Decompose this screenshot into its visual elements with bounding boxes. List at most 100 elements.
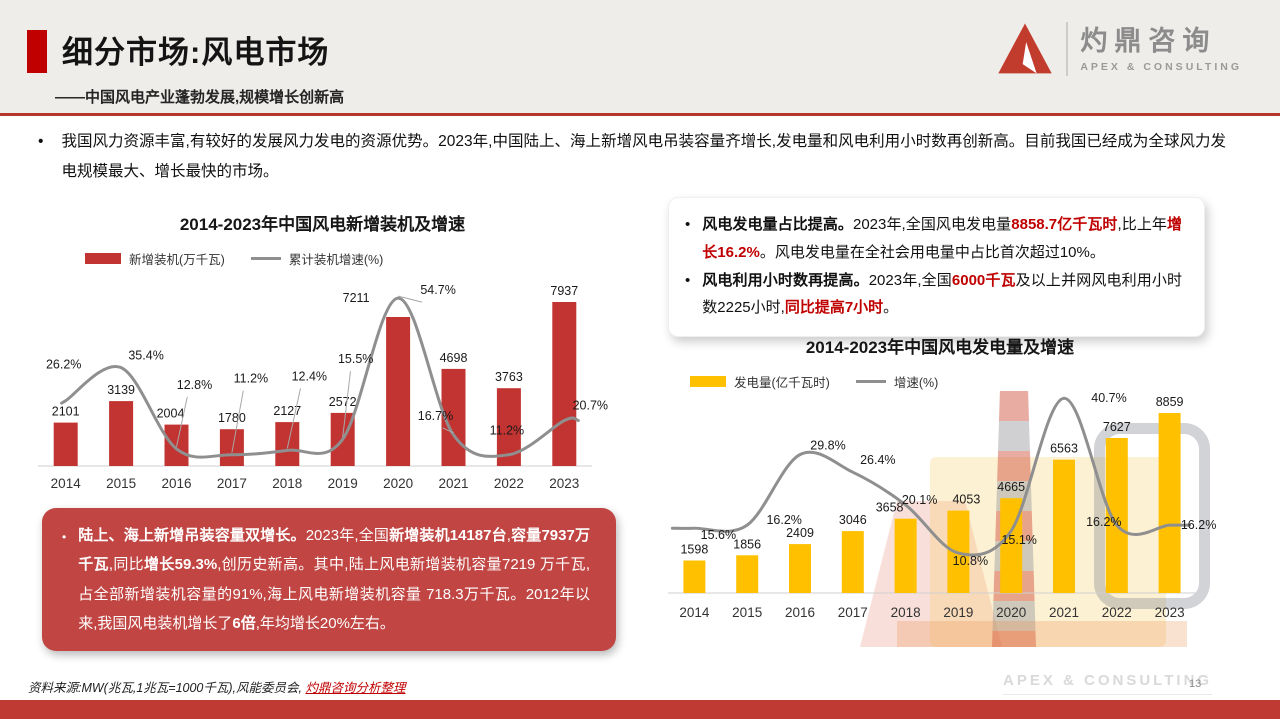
label-leader-line	[442, 427, 454, 434]
chart-title: 2014-2023年中国风电新增装机及增速	[179, 215, 466, 234]
line-value-label: 12.4%	[292, 369, 327, 383]
logo-name-cn: 灼鼎咨询	[1080, 26, 1217, 57]
key-points-card: • 风电发电量占比提高。2023年,全国风电发电量8858.7亿千瓦时,比上年增…	[668, 197, 1205, 337]
chart-legend: 新增装机(万千瓦) 累计装机增速(%)	[85, 249, 615, 268]
bar-value-label: 1780	[218, 411, 246, 425]
x-tick-label: 2016	[785, 605, 815, 620]
source-link[interactable]: 灼鼎咨询分析整理	[305, 681, 406, 695]
bar-value-label: 4698	[440, 351, 468, 365]
growth-line	[60, 296, 580, 459]
line-value-label: 11.2%	[234, 372, 269, 386]
bar-value-label: 2004	[157, 407, 185, 421]
x-tick-label: 2017	[217, 476, 247, 491]
bullet-dot: •	[685, 271, 691, 289]
x-tick-label: 2015	[106, 476, 136, 491]
bar	[894, 518, 917, 593]
line-value-label: 20.7%	[573, 399, 608, 413]
bar	[219, 429, 244, 466]
bar-value-label: 7937	[550, 284, 578, 298]
label-leader-line	[342, 371, 351, 438]
label-leader-line	[397, 295, 423, 303]
line-value-label: 26.4%	[860, 453, 895, 467]
growth-line	[670, 396, 1192, 557]
chart-new-installed-capacity: 2014-2023年中国风电新增装机及增速 新增装机(万千瓦) 累计装机增速(%…	[30, 210, 615, 510]
bullet-dot: •	[38, 133, 44, 150]
bar	[53, 422, 78, 466]
logo-name-en: APEX & CONSULTING	[1080, 60, 1242, 73]
source-note: 资料来源:MW(兆瓦,1兆瓦=1000千瓦),风能委员会, 灼鼎咨询分析整理	[28, 677, 406, 696]
bar-line-chart-svg: 1598 2014 1856 2015 2409 2016 3046 2017 3658 2018…	[668, 391, 1216, 620]
bar-value-label: 4665	[997, 480, 1025, 494]
card-bullet-1: • 风电发电量占比提高。2023年,全国风电发电量8858.7亿千瓦时,比上年增…	[685, 211, 1182, 267]
bar	[1053, 459, 1075, 593]
legend-bar-swatch	[85, 253, 121, 264]
card-bullet-2: • 风电利用小时数再提高。2023年,全国6000千瓦及以上并网风电利用小时数2…	[685, 267, 1182, 323]
bar	[552, 302, 577, 466]
x-tick-label: 2015	[732, 605, 762, 620]
line-value-label: 40.7%	[1091, 391, 1126, 405]
intro-text: 我国风力资源丰富,有较好的发展风力发电的资源优势。2023年,中国陆上、海上新增…	[61, 133, 1226, 181]
line-value-label: 16.2%	[1181, 518, 1216, 532]
bar-value-label: 6563	[1050, 442, 1078, 456]
card-bullet-2-text: 风电利用小时数再提高。2023年,全国6000千瓦及以上并网风电利用小时数222…	[702, 271, 1182, 317]
legend-line-label: 累计装机增速(%)	[288, 253, 384, 267]
bar-value-label: 3763	[495, 370, 523, 384]
x-tick-label: 2019	[943, 605, 973, 620]
x-tick-label: 2018	[272, 476, 302, 491]
bar-value-label: 3658	[876, 501, 904, 515]
x-tick-label: 2021	[1049, 605, 1079, 620]
line-value-label: 54.7%	[420, 283, 455, 297]
legend-bar-label: 发电量(亿千瓦时)	[734, 376, 830, 390]
label-leader-line	[176, 396, 188, 448]
line-value-label: 15.6%	[701, 528, 736, 542]
x-tick-label: 2019	[328, 476, 358, 491]
x-tick-label: 2017	[838, 605, 868, 620]
bar-value-label: 3046	[839, 513, 867, 527]
x-tick-label: 2020	[383, 476, 413, 491]
bar-value-label: 3139	[107, 383, 135, 397]
x-tick-label: 2022	[494, 476, 524, 491]
line-value-label: 15.1%	[1001, 533, 1036, 547]
bar-value-label: 2409	[786, 526, 814, 540]
bullet-dot: •	[685, 216, 691, 233]
bar	[736, 555, 759, 593]
line-value-label: 16.7%	[418, 409, 453, 423]
x-tick-label: 2023	[1155, 605, 1185, 620]
source-prefix: 资料来源:MW(兆瓦,1兆瓦=1000千瓦),风能委员会,	[28, 681, 302, 695]
line-value-label: 35.4%	[128, 349, 163, 363]
chart-legend: 发电量(亿千瓦时) 增速(%)	[690, 372, 1218, 391]
legend-bar-swatch	[690, 376, 726, 387]
legend-line-swatch	[855, 380, 886, 383]
x-tick-label: 2022	[1102, 605, 1132, 620]
line-value-label: 11.2%	[490, 424, 525, 438]
chart-title: 2014-2023年中国风电发电量及增速	[805, 338, 1075, 357]
header-divider	[0, 113, 1280, 116]
bar	[386, 317, 411, 466]
page-subtitle: ——中国风电产业蓬勃发展,规模增长创新高	[55, 89, 345, 106]
line-value-label: 12.8%	[177, 378, 212, 392]
line-value-label: 10.8%	[953, 554, 988, 568]
logo-divider	[1066, 22, 1069, 76]
line-value-label: 16.2%	[1086, 515, 1121, 529]
bullet-dot: •	[62, 530, 67, 544]
bar-line-chart-svg: 2101201431392015200420161780201721272018…	[38, 283, 608, 491]
line-value-label: 26.2%	[46, 358, 81, 372]
bar	[841, 531, 864, 593]
line-value-label: 15.5%	[338, 352, 373, 366]
bar-value-label: 1598	[680, 543, 708, 557]
page-title: 细分市场:风电市场	[62, 35, 330, 70]
highlight-note-box: • 陆上、海上新增吊装容量双增长。2023年,全国新增装机14187台,容量79…	[42, 508, 616, 651]
legend-line-swatch	[250, 257, 281, 260]
bar	[789, 544, 811, 593]
x-tick-label: 2016	[161, 476, 191, 491]
x-tick-label: 2023	[549, 476, 579, 491]
x-tick-label: 2014	[679, 605, 710, 620]
bar-value-label: 7211	[343, 291, 370, 305]
title-accent-bar	[27, 30, 47, 73]
company-logo: 灼鼎咨询 APEX & CONSULTING	[996, 20, 1242, 78]
bar	[1105, 438, 1128, 593]
label-leader-line	[231, 390, 244, 453]
x-tick-label: 2018	[891, 605, 921, 620]
card-bullet-1-text: 风电发电量占比提高。2023年,全国风电发电量8858.7亿千瓦时,比上年增长1…	[702, 216, 1182, 261]
